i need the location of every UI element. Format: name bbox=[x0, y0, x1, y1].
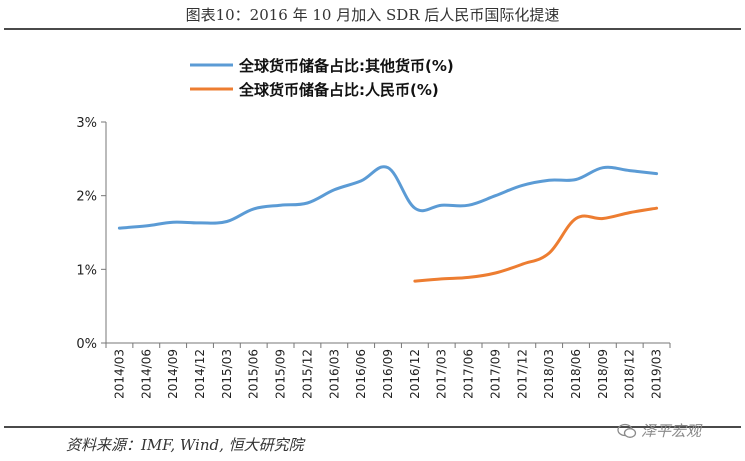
y-tick-label: 2% bbox=[76, 190, 97, 205]
watermark-text: 泽平宏观 bbox=[641, 422, 702, 440]
x-tick-label: 2017/12 bbox=[515, 349, 529, 399]
plot-area bbox=[117, 165, 659, 283]
x-tick-label: 2017/06 bbox=[462, 349, 476, 399]
x-axis-ticks: 2014/03 2014/06 2014/09 2014/12 2015/03 2015/… bbox=[105, 343, 671, 399]
series-line-rmb bbox=[413, 206, 659, 283]
x-tick-label: 2014/12 bbox=[193, 349, 207, 399]
source-note: 资料来源：IMF, Wind, 恒大研究院 bbox=[66, 436, 304, 454]
x-tick-label: 2014/06 bbox=[139, 349, 153, 399]
chart-legend: 全球货币储备占比:其他货币(%) 全球货币储备占比:人民币(%) bbox=[190, 57, 454, 99]
x-tick-label: 2015/03 bbox=[220, 349, 234, 399]
x-tick-label: 2015/09 bbox=[274, 349, 288, 399]
x-tick-label: 2019/03 bbox=[650, 349, 664, 399]
x-tick-label: 2018/06 bbox=[569, 349, 583, 399]
title-divider bbox=[4, 28, 741, 30]
x-tick-label: 2016/12 bbox=[408, 349, 422, 399]
x-tick-label: 2015/06 bbox=[247, 349, 261, 399]
x-tick-label: 2017/03 bbox=[435, 349, 449, 399]
x-tick-label: 2016/09 bbox=[381, 349, 395, 399]
x-tick-label: 2015/12 bbox=[300, 349, 314, 399]
x-tick-label: 2018/09 bbox=[596, 349, 610, 399]
chart-axes bbox=[105, 122, 670, 344]
x-tick-label: 2017/09 bbox=[488, 349, 502, 399]
series-line-other-currencies bbox=[117, 165, 659, 230]
watermark: 泽平宏观 bbox=[617, 420, 701, 441]
figure-title: 图表10：2016 年 10 月加入 SDR 后人民币国际化提速 bbox=[185, 6, 560, 24]
y-axis-ticks: 0% 1% 2% 3% bbox=[76, 116, 106, 352]
x-tick-label: 2016/06 bbox=[354, 349, 368, 399]
wechat-icon bbox=[617, 423, 637, 438]
x-tick-label: 2016/03 bbox=[327, 349, 341, 399]
x-tick-label: 2018/12 bbox=[623, 349, 637, 399]
legend-label-other: 全球货币储备占比:其他货币(%) bbox=[238, 57, 454, 75]
legend-label-rmb: 全球货币储备占比:人民币(%) bbox=[238, 81, 439, 99]
x-tick-label: 2014/03 bbox=[112, 349, 126, 399]
y-tick-label: 1% bbox=[76, 263, 97, 278]
x-tick-label: 2014/09 bbox=[166, 349, 180, 399]
footer-divider bbox=[4, 426, 741, 428]
x-tick-label: 2018/03 bbox=[542, 349, 556, 399]
y-tick-label: 3% bbox=[76, 116, 97, 131]
y-tick-label: 0% bbox=[76, 337, 97, 352]
